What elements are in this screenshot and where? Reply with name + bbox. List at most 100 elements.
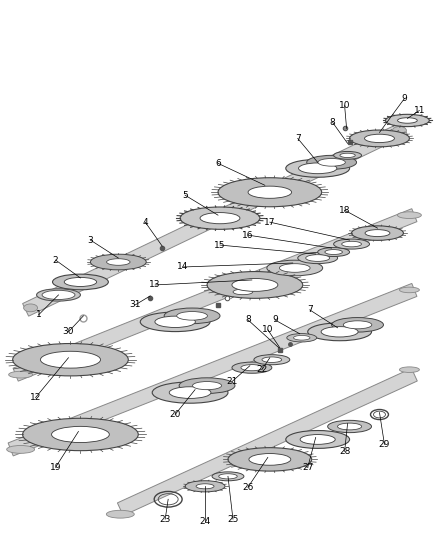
Ellipse shape bbox=[287, 334, 317, 342]
Ellipse shape bbox=[318, 248, 350, 256]
Text: 21: 21 bbox=[226, 377, 238, 386]
Ellipse shape bbox=[218, 177, 321, 207]
Ellipse shape bbox=[225, 287, 261, 297]
Ellipse shape bbox=[298, 253, 338, 264]
Text: 27: 27 bbox=[302, 463, 314, 472]
Polygon shape bbox=[13, 209, 417, 381]
Ellipse shape bbox=[249, 454, 291, 465]
Ellipse shape bbox=[106, 510, 134, 518]
Text: 31: 31 bbox=[130, 301, 141, 309]
Text: 8: 8 bbox=[330, 118, 336, 127]
Text: 7: 7 bbox=[307, 305, 313, 314]
Text: 17: 17 bbox=[264, 217, 276, 227]
Ellipse shape bbox=[200, 213, 240, 224]
Ellipse shape bbox=[164, 308, 220, 324]
Ellipse shape bbox=[293, 335, 310, 340]
Text: 24: 24 bbox=[199, 516, 211, 526]
Ellipse shape bbox=[207, 271, 303, 298]
Text: 15: 15 bbox=[214, 240, 226, 249]
Ellipse shape bbox=[177, 312, 208, 320]
Ellipse shape bbox=[185, 481, 225, 492]
Ellipse shape bbox=[155, 316, 195, 327]
Ellipse shape bbox=[52, 426, 110, 442]
Text: 11: 11 bbox=[413, 106, 425, 115]
Ellipse shape bbox=[42, 290, 75, 300]
Ellipse shape bbox=[53, 274, 108, 290]
Ellipse shape bbox=[233, 289, 253, 295]
Polygon shape bbox=[23, 122, 407, 316]
Ellipse shape bbox=[232, 279, 278, 292]
Ellipse shape bbox=[179, 378, 235, 393]
Ellipse shape bbox=[399, 367, 419, 373]
Ellipse shape bbox=[262, 357, 282, 362]
Text: 30: 30 bbox=[63, 327, 74, 336]
Ellipse shape bbox=[169, 387, 211, 399]
Text: 23: 23 bbox=[159, 515, 171, 524]
Ellipse shape bbox=[37, 289, 81, 301]
Text: 18: 18 bbox=[339, 206, 350, 215]
Text: 29: 29 bbox=[379, 440, 390, 449]
Text: 26: 26 bbox=[242, 483, 254, 492]
Ellipse shape bbox=[286, 431, 350, 448]
Ellipse shape bbox=[399, 287, 419, 293]
Polygon shape bbox=[8, 284, 417, 456]
Ellipse shape bbox=[398, 118, 417, 123]
Text: 22: 22 bbox=[256, 365, 268, 374]
Ellipse shape bbox=[267, 260, 323, 276]
Ellipse shape bbox=[180, 207, 260, 229]
Ellipse shape bbox=[307, 155, 357, 169]
Ellipse shape bbox=[308, 323, 371, 341]
Ellipse shape bbox=[106, 259, 130, 265]
Ellipse shape bbox=[279, 264, 310, 272]
Ellipse shape bbox=[397, 212, 421, 219]
Ellipse shape bbox=[385, 114, 429, 127]
Ellipse shape bbox=[232, 362, 272, 373]
Ellipse shape bbox=[23, 418, 138, 451]
Text: 3: 3 bbox=[88, 236, 93, 245]
Ellipse shape bbox=[13, 343, 128, 376]
Ellipse shape bbox=[90, 254, 146, 270]
Text: 9: 9 bbox=[402, 94, 407, 103]
Ellipse shape bbox=[340, 153, 355, 158]
Ellipse shape bbox=[321, 327, 358, 337]
Ellipse shape bbox=[40, 351, 101, 368]
Text: 12: 12 bbox=[30, 393, 41, 402]
Ellipse shape bbox=[365, 230, 390, 237]
Ellipse shape bbox=[64, 277, 97, 286]
Ellipse shape bbox=[352, 226, 403, 240]
Ellipse shape bbox=[332, 318, 384, 332]
Ellipse shape bbox=[228, 448, 312, 471]
Ellipse shape bbox=[334, 151, 361, 159]
Ellipse shape bbox=[7, 446, 35, 454]
Text: 10: 10 bbox=[339, 101, 350, 110]
Text: 10: 10 bbox=[262, 325, 274, 334]
Ellipse shape bbox=[338, 423, 362, 430]
Ellipse shape bbox=[24, 304, 38, 312]
Ellipse shape bbox=[9, 372, 32, 378]
Ellipse shape bbox=[334, 239, 370, 249]
Text: 28: 28 bbox=[339, 447, 350, 456]
Ellipse shape bbox=[241, 365, 263, 371]
Ellipse shape bbox=[152, 382, 228, 403]
Text: 16: 16 bbox=[242, 231, 254, 240]
Text: 8: 8 bbox=[245, 316, 251, 324]
Ellipse shape bbox=[193, 382, 222, 390]
Ellipse shape bbox=[248, 186, 292, 198]
Text: 25: 25 bbox=[227, 515, 239, 524]
Text: 20: 20 bbox=[170, 410, 181, 419]
Ellipse shape bbox=[350, 130, 410, 147]
Ellipse shape bbox=[140, 312, 210, 332]
Ellipse shape bbox=[286, 159, 350, 177]
Text: 9: 9 bbox=[272, 316, 278, 324]
Ellipse shape bbox=[328, 421, 371, 433]
Ellipse shape bbox=[318, 158, 345, 166]
Ellipse shape bbox=[254, 354, 290, 365]
Ellipse shape bbox=[342, 241, 361, 247]
Ellipse shape bbox=[392, 126, 406, 134]
Text: 4: 4 bbox=[142, 217, 148, 227]
Text: 13: 13 bbox=[149, 280, 161, 289]
Ellipse shape bbox=[196, 484, 214, 489]
Ellipse shape bbox=[212, 472, 244, 481]
Text: 6: 6 bbox=[215, 159, 221, 168]
Text: 5: 5 bbox=[182, 191, 188, 200]
